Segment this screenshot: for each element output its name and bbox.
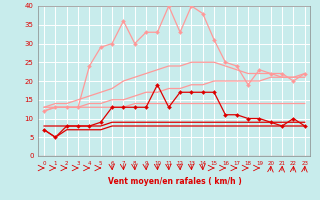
X-axis label: Vent moyen/en rafales ( km/h ): Vent moyen/en rafales ( km/h ) <box>108 177 241 186</box>
